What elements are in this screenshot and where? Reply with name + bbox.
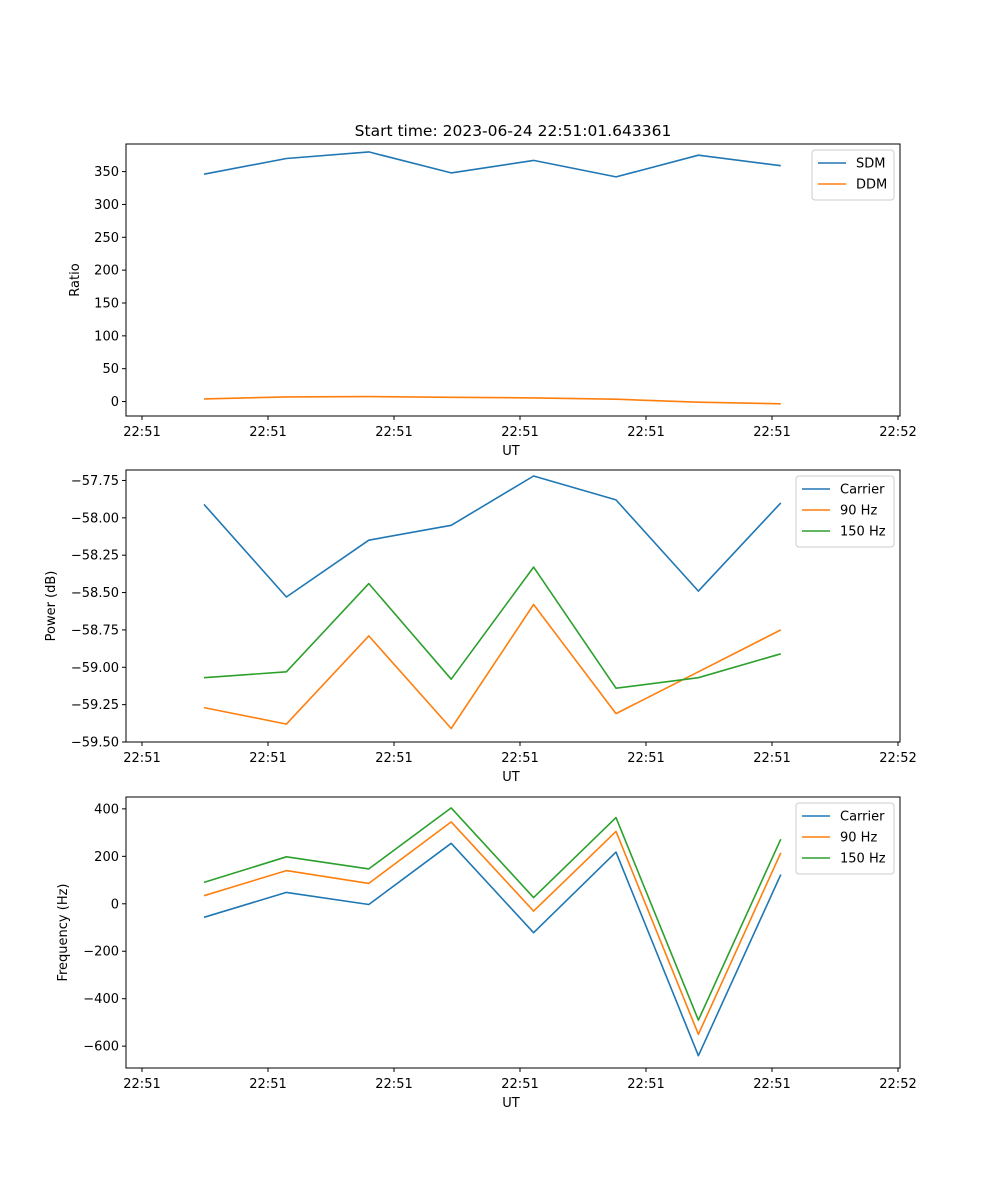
c1-ytick-label: −59.00 xyxy=(71,661,119,676)
c1-series-line-1 xyxy=(203,475,782,598)
c2-legend-box xyxy=(795,802,895,875)
c0-ytick-label: 350 xyxy=(94,165,119,180)
c2-xtick-label: 22:51 xyxy=(123,1077,160,1092)
c1-ytick-label: −57.75 xyxy=(71,474,119,489)
c2-series-line-1 xyxy=(203,842,782,1057)
c2-xtick-label: 22:51 xyxy=(753,1077,790,1092)
c2-series-line-3 xyxy=(203,807,782,1021)
c1-series-line-3 xyxy=(203,566,782,690)
c1-legend-label-2: 90 Hz xyxy=(840,504,877,519)
c1-y-axis-label: Power (dB) xyxy=(44,571,59,642)
c0-xtick-label: 22:51 xyxy=(501,425,538,440)
c2-series-line-2 xyxy=(203,821,782,1036)
c0-series-line-2 xyxy=(203,395,781,405)
c1-ytick-label: −59.25 xyxy=(71,698,119,713)
c0-y-axis-label: Ratio xyxy=(68,263,83,296)
c1-xtick-label: 22:51 xyxy=(627,751,664,766)
c2-xtick-label: 22:52 xyxy=(879,1077,916,1092)
c1-xtick-label: 22:51 xyxy=(249,751,286,766)
c0-xtick-label: 22:51 xyxy=(627,425,664,440)
c2-legend-label-1: Carrier xyxy=(840,810,885,825)
c1-xtick-label: 22:51 xyxy=(753,751,790,766)
c0-ytick-label: 200 xyxy=(94,264,119,279)
c2-ytick-label: 0 xyxy=(111,897,119,912)
c0-legend-label-2: DDM xyxy=(856,178,887,193)
c0-series-line-1 xyxy=(203,151,781,178)
c1-legend-label-1: Carrier xyxy=(840,483,885,498)
c1-plot-area xyxy=(126,470,900,742)
c1-xtick-label: 22:51 xyxy=(123,751,160,766)
c0-legend-label-1: SDM xyxy=(856,157,885,172)
c2-ytick-label: 400 xyxy=(94,802,119,817)
c0-plot-area xyxy=(126,144,900,416)
c1-xtick-label: 22:51 xyxy=(501,751,538,766)
c1-ytick-label: −58.75 xyxy=(71,623,119,638)
c0-xtick-label: 22:51 xyxy=(123,425,160,440)
c0-axes-frame xyxy=(125,143,901,417)
c0-ytick-label: 300 xyxy=(94,198,119,213)
c2-y-axis-label: Frequency (Hz) xyxy=(56,883,71,981)
c2-ytick-label: −600 xyxy=(83,1040,119,1055)
c2-xtick-label: 22:51 xyxy=(627,1077,664,1092)
c0-xtick-label: 22:52 xyxy=(879,425,916,440)
c2-plot-area xyxy=(126,797,900,1068)
c2-ytick-label: 200 xyxy=(94,850,119,865)
c1-legend-box xyxy=(795,475,895,548)
c1-legend-label-3: 150 Hz xyxy=(840,525,886,540)
c2-axes-frame xyxy=(125,796,901,1069)
c1-ytick-label: −58.50 xyxy=(71,586,119,601)
c2-xtick-label: 22:51 xyxy=(249,1077,286,1092)
figure-title: Start time: 2023-06-24 22:51:01.643361 xyxy=(355,122,672,140)
c0-ytick-label: 50 xyxy=(102,362,119,377)
c0-xtick-label: 22:51 xyxy=(249,425,286,440)
c1-ytick-label: −59.50 xyxy=(71,736,119,751)
power-panel: −59.50 −59.25 −59.00 −58.75 −58.50 −58.25 −58.… xyxy=(44,469,917,785)
c0-x-axis-label: UT xyxy=(502,444,520,459)
c1-x-axis-label: UT xyxy=(502,770,520,785)
c1-xtick-label: 22:51 xyxy=(375,751,412,766)
c1-ytick-label: −58.00 xyxy=(71,511,119,526)
c1-ytick-label: −58.25 xyxy=(71,549,119,564)
c2-xtick-label: 22:51 xyxy=(375,1077,412,1092)
c2-ytick-label: −400 xyxy=(83,992,119,1007)
frequency-panel: −600 −400 −200 0 200 400 22:51 22:51 22:51 22:51 2… xyxy=(56,796,917,1111)
c2-x-axis-label: UT xyxy=(502,1096,520,1111)
c2-ytick-label: −200 xyxy=(83,945,119,960)
c2-legend-label-3: 150 Hz xyxy=(840,852,886,867)
c0-ytick-label: 0 xyxy=(111,395,119,410)
c1-axes-frame xyxy=(125,469,901,743)
c2-legend-label-2: 90 Hz xyxy=(840,831,877,846)
c0-ytick-label: 150 xyxy=(94,296,119,311)
c0-ytick-label: 100 xyxy=(94,329,119,344)
c2-xtick-label: 22:51 xyxy=(501,1077,538,1092)
ratio-panel: 0 50 100 150 200 250 300 350 22:51 22:51 22:51 22:5… xyxy=(68,143,917,459)
c0-xtick-label: 22:51 xyxy=(753,425,790,440)
c0-xtick-label: 22:51 xyxy=(375,425,412,440)
c0-ytick-label: 250 xyxy=(94,231,119,246)
c1-xtick-label: 22:52 xyxy=(879,751,916,766)
